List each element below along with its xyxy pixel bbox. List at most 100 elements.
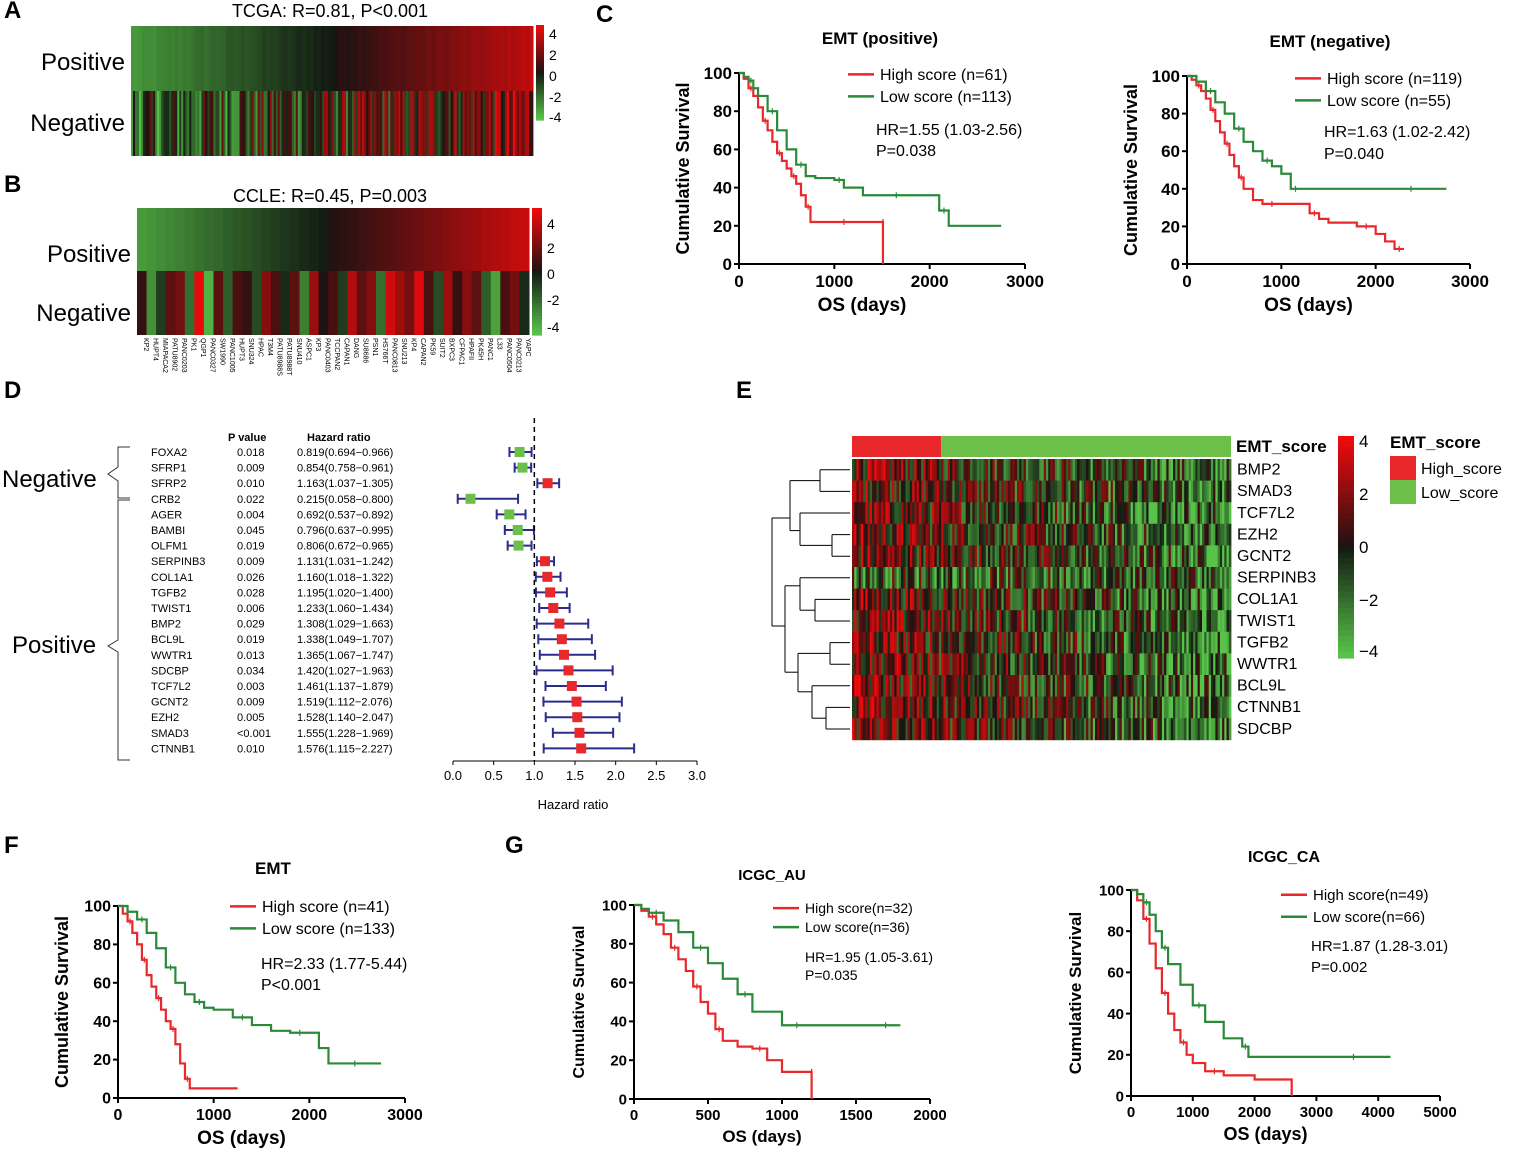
forest-pvalue: 0.003 [237,681,265,693]
heatmap-cell [898,696,902,719]
heatmap-cell [478,26,483,91]
heatmap-cell [903,459,906,481]
heatmap-cell [193,91,196,156]
heatmap-cell [896,631,900,654]
heatmap-cell [1206,523,1210,546]
heatmap-cell [1195,480,1198,503]
heatmap-cell [1155,653,1158,676]
heatmap-cell [1128,718,1132,741]
heatmap-cell [867,523,871,546]
bracket-positive [107,499,130,761]
heatmap-cell [854,631,857,654]
heatmap-cell [346,91,349,156]
heatmap-cell [1030,675,1033,697]
heatmap-cell [981,610,984,633]
heatmap-cell [1068,502,1071,525]
heatmap-cell [1054,545,1058,568]
heatmap-cell [880,653,884,676]
heatmap-cell [1170,459,1174,481]
b-scale-cell [532,261,542,266]
heatmap-cell [1074,502,1078,525]
heatmap-cell [970,631,973,654]
heatmap-cell [231,91,234,156]
heatmap-cell [1010,545,1013,568]
heatmap-cell [909,696,913,719]
heatmap-cell [1025,631,1029,654]
heatmap-cell [1041,696,1045,719]
heatmap-cell [336,91,339,156]
heatmap-cell [382,91,385,156]
b-scale-label: 2 [547,240,555,256]
heatmap-cell [972,631,976,654]
heatmap-cell [872,588,875,611]
heatmap-cell [1190,718,1194,741]
heatmap-cell [1119,631,1123,654]
heatmap-cell [1083,675,1087,697]
heatmap-cell [428,91,431,156]
heatmap-cell [460,91,464,156]
cell-line-label: L33 [496,338,503,350]
legend-label: Low score (n=113) [880,89,1012,106]
heatmap-cell [1057,610,1060,633]
heatmap-cell [1217,631,1221,654]
heatmap-cell [1023,502,1027,525]
heatmap-cell [979,480,982,503]
heatmap-cell [1063,675,1067,697]
heatmap-cell [1083,696,1087,719]
e-scale-cell [1338,513,1354,520]
heatmap-cell [976,523,980,546]
heatmap-cell [1197,502,1201,525]
heatmap-cell [376,271,387,335]
heatmap-cell [385,208,396,271]
heatmap-cell [945,696,949,719]
heatmap-cell [1034,610,1038,633]
heatmap-cell [1061,675,1065,697]
heatmap-cell [1077,459,1080,481]
heatmap-cell [1099,653,1103,676]
gene-label: BMP2 [1237,462,1281,479]
a-scale-cell [536,110,544,114]
forest-pvalue: 0.045 [237,525,265,537]
bracket-negative [107,446,130,499]
heatmap-cell [1159,523,1163,546]
heatmap-cell [1128,610,1132,633]
heatmap-cell [983,480,987,503]
heatmap-cell [1130,718,1134,741]
heatmap-cell [967,567,971,589]
heatmap-cell [885,567,889,589]
cell-line-label: PK1 [190,338,197,351]
heatmap-cell [1170,675,1174,697]
heatmap-cell [366,91,369,156]
y-tick-label: 40 [713,179,732,198]
heatmap-cell [1197,545,1201,568]
x-tick-label: 3000 [1300,1104,1333,1121]
heatmap-cell [852,675,855,697]
heatmap-cell [936,459,940,481]
heatmap-cell [938,653,942,676]
heatmap-cell [880,567,884,589]
heatmap-cell [255,26,260,91]
heatmap-cell [1066,523,1069,546]
heatmap-cell [909,588,913,611]
heatmap-cell [887,718,891,741]
a-scale-label: 2 [549,47,557,63]
heatmap-cell [277,26,282,91]
heatmap-cell [1123,567,1127,589]
heatmap-cell [143,91,146,156]
heatmap-cell [1190,459,1194,481]
heatmap-cell [361,26,366,91]
heatmap-cell [1103,653,1107,676]
heatmap-cell [433,208,444,271]
heatmap-cell [1128,696,1132,719]
heatmap-cell [856,675,860,697]
heatmap-cell [1155,502,1158,525]
km-ylabel: Cumulative Survival [52,916,72,1088]
heatmap-cell [1106,610,1109,633]
heatmap-cell [1123,523,1127,546]
a-scale-label: -2 [549,89,562,105]
heatmap-cell [965,610,969,633]
heatmap-cell [1016,523,1020,546]
a-scale-cell [536,39,544,43]
heatmap-cell [947,696,951,719]
heatmap-cell [253,91,257,156]
